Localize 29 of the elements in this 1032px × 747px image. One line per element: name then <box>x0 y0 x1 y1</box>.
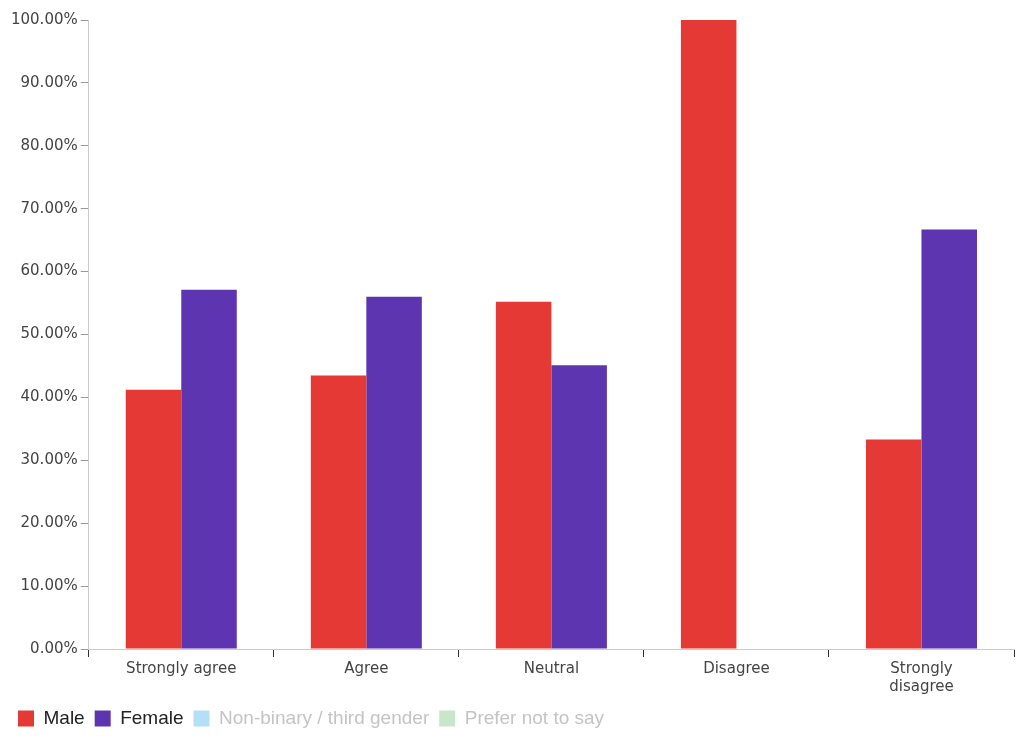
y-tick-label: 100.00% <box>10 9 78 28</box>
bar <box>366 296 422 649</box>
y-tick-label: 90.00% <box>20 72 78 91</box>
bar <box>495 301 552 649</box>
bar <box>310 375 367 649</box>
bar <box>125 389 182 649</box>
y-tick-label: 60.00% <box>20 261 78 280</box>
y-tick-label: 40.00% <box>20 387 78 406</box>
bar <box>551 365 607 649</box>
x-tick-label: Strongly agree <box>126 658 237 677</box>
y-tick-label: 20.00% <box>20 513 78 532</box>
bar <box>921 229 977 649</box>
legend-label: Male <box>43 706 85 728</box>
x-tick-label: Disagree <box>703 658 770 677</box>
x-tick-label: Strongly disagree <box>889 658 954 695</box>
x-tick-label: Neutral <box>523 658 580 677</box>
bar <box>680 20 737 649</box>
x-tick-label: Agree <box>344 658 389 677</box>
y-tick-label: 70.00% <box>20 198 78 217</box>
y-tick-label: 50.00% <box>20 324 78 343</box>
y-tick-label: 30.00% <box>20 450 78 469</box>
bar <box>865 439 922 649</box>
y-tick-label: 0.00% <box>30 638 78 657</box>
y-tick-label: 80.00% <box>20 135 78 154</box>
legend-label: Prefer not to say <box>464 706 605 728</box>
y-tick-label: 10.00% <box>20 575 78 594</box>
legend-label: Non-binary / third gender <box>219 706 430 728</box>
legend-label: Female <box>120 706 184 728</box>
bar <box>181 289 237 649</box>
